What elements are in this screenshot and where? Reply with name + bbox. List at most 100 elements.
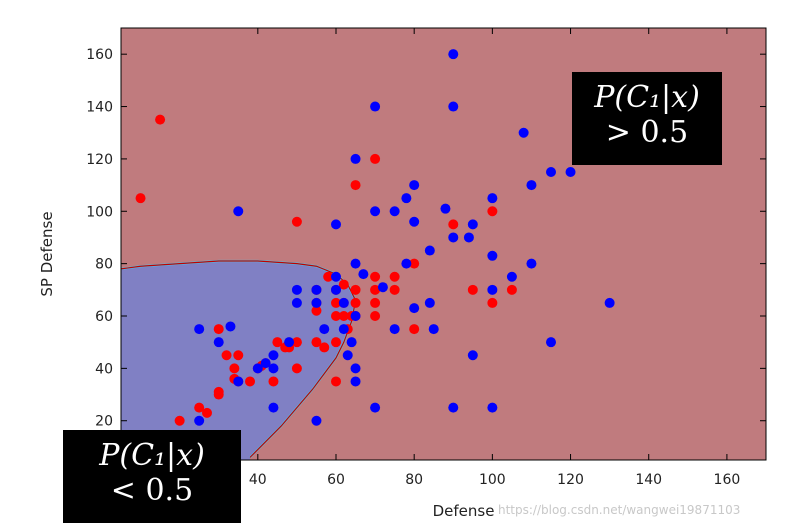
region-c2 [121,261,356,460]
point-red-33 [331,297,341,308]
annotation-c1-greater-prob: P(C₁|x) [594,80,700,115]
point-blue-51 [467,219,478,230]
point-blue-44 [428,324,439,335]
point-red-40 [350,180,361,191]
point-blue-0 [194,415,205,426]
point-red-17 [268,376,279,387]
point-blue-7 [260,358,271,369]
point-blue-45 [440,203,451,214]
annotation-c1-less: P(C₁|x) < 0.5 [63,430,241,523]
y-tick-label-2: 60 [95,309,113,325]
point-blue-19 [331,271,341,282]
point-blue-17 [319,324,330,335]
y-tick-label-1: 40 [95,361,113,377]
point-red-47 [370,297,381,308]
point-blue-49 [448,402,459,413]
point-blue-28 [350,363,361,374]
point-blue-60 [526,258,537,269]
plot-frame [120,27,767,461]
point-red-30 [331,376,341,387]
point-blue-27 [350,311,361,321]
point-blue-32 [370,206,381,217]
point-red-8 [221,350,232,361]
point-blue-57 [506,271,517,282]
point-blue-54 [487,250,498,261]
point-blue-4 [233,206,244,217]
point-red-42 [350,284,361,295]
y-tick-label-5: 120 [86,152,113,168]
point-blue-42 [424,245,435,256]
point-red-51 [409,258,420,269]
point-red-4 [202,407,212,418]
point-red-50 [389,284,400,295]
point-blue-16 [311,297,322,308]
point-blue-29 [350,376,361,387]
annotation-c1-greater-threshold: > 0.5 [605,115,689,150]
point-red-54 [467,284,478,295]
point-red-57 [506,284,517,295]
y-tick-label-7: 160 [86,47,113,63]
point-red-3 [194,402,205,413]
point-red-36 [338,311,349,321]
x-tick-label-0: 40 [249,472,267,488]
point-blue-18 [331,219,341,230]
annotation-c1-less-prob: P(C₁|x) [99,438,205,473]
point-blue-5 [233,376,244,387]
point-red-53 [448,219,459,230]
point-blue-41 [409,303,420,314]
point-red-0 [135,193,146,204]
point-blue-8 [268,402,279,413]
point-blue-22 [338,324,349,335]
point-red-18 [272,337,283,348]
point-blue-37 [401,258,412,269]
point-blue-46 [448,49,459,60]
point-red-56 [487,206,498,217]
point-red-11 [233,350,244,361]
point-blue-20 [331,284,341,295]
point-red-13 [245,376,255,387]
point-red-29 [323,271,334,282]
x-tick-label-2: 80 [405,472,423,488]
point-blue-53 [487,193,498,204]
point-blue-39 [409,180,420,191]
point-blue-56 [487,402,498,413]
annotation-c1-greater: P(C₁|x) > 0.5 [572,72,722,165]
point-blue-14 [311,415,322,426]
point-blue-12 [291,284,302,295]
point-red-34 [331,311,341,321]
point-blue-43 [424,297,435,308]
y-tick-label-4: 100 [86,204,113,220]
x-tick-label-5: 140 [635,472,662,488]
point-red-22 [291,363,302,374]
point-blue-62 [546,337,556,348]
point-blue-64 [604,297,615,308]
x-axis-label: Defense [433,502,495,520]
point-red-48 [370,311,381,321]
point-blue-59 [526,180,537,191]
point-red-21 [291,337,302,348]
point-blue-2 [213,337,224,348]
annotation-c1-less-threshold: < 0.5 [110,473,194,508]
point-blue-9 [268,363,279,374]
x-tick-label-3: 100 [479,472,506,488]
point-blue-11 [284,337,295,348]
point-red-49 [389,271,400,282]
point-blue-3 [225,321,236,332]
point-blue-35 [389,206,400,217]
point-red-55 [487,297,498,308]
point-blue-30 [358,269,369,280]
point-blue-33 [370,402,381,413]
point-blue-13 [291,297,302,308]
point-blue-38 [401,193,412,204]
point-red-44 [370,153,381,164]
point-red-1 [155,114,166,125]
point-red-23 [291,216,302,227]
point-blue-25 [350,153,361,164]
point-blue-61 [546,167,556,177]
point-blue-21 [338,297,349,308]
x-tick-label-6: 160 [714,472,741,488]
point-red-9 [229,363,240,374]
point-red-52 [409,324,420,335]
point-blue-47 [448,101,459,112]
point-red-46 [370,284,381,295]
